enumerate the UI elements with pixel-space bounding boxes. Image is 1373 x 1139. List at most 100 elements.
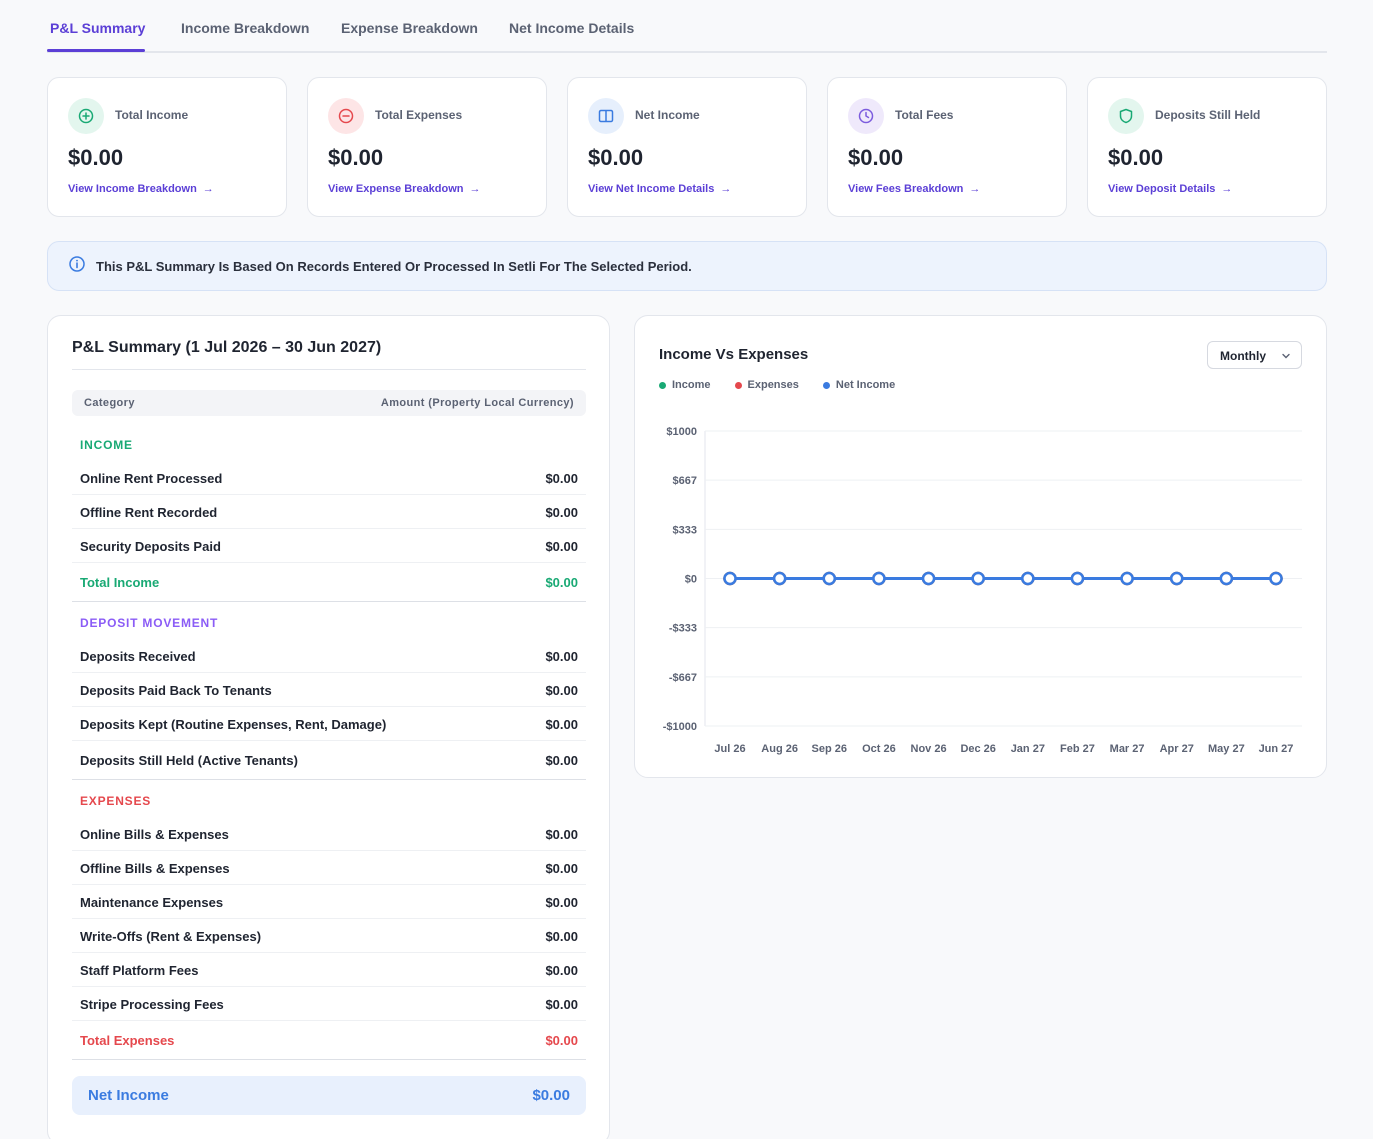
data-point	[872, 571, 886, 586]
pl-summary-panel: P&L Summary (1 Jul 2026 – 30 Jun 2027) C…	[47, 315, 610, 1139]
legend-dot	[822, 381, 830, 389]
row-amount: $0.00	[545, 753, 578, 768]
row-amount: $0.00	[545, 997, 578, 1012]
card-value: $0.00	[848, 145, 904, 170]
data-point	[772, 571, 787, 586]
row-label: Total Income	[80, 575, 160, 590]
table-row: Offline Rent Recorded $0.00	[72, 495, 586, 529]
tab-income-breakdown[interactable]: Income Breakdown	[181, 20, 310, 36]
clock-icon	[848, 98, 884, 134]
row-label: Deposits Still Held (Active Tenants)	[80, 753, 298, 768]
x-tick-label: Jul 26	[714, 743, 745, 755]
y-tick-label: $333	[673, 524, 697, 536]
card-label: Deposits Still Held	[1155, 108, 1261, 122]
row-label: Online Bills & Expenses	[80, 827, 229, 842]
table-row: Stripe Processing Fees $0.00	[72, 987, 586, 1021]
deposits-still-held-row: Deposits Still Held (Active Tenants) $0.0…	[72, 743, 586, 777]
active-tab-indicator	[47, 49, 145, 52]
row-label: Deposits Kept (Routine Expenses, Rent, D…	[80, 717, 387, 732]
x-tick-label: Mar 27	[1110, 743, 1145, 755]
link-label: View Net Income Details	[588, 183, 715, 195]
legend-label: Net Income	[835, 379, 896, 391]
row-amount: $0.00	[545, 963, 578, 978]
legend-dot	[734, 381, 742, 389]
view-fees-breakdown-link[interactable]: View Fees Breakdown →	[848, 183, 980, 195]
card-label: Total Fees	[895, 108, 954, 122]
x-tick-label: Dec 26	[960, 743, 995, 755]
y-tick-label: -$667	[669, 672, 697, 684]
row-amount: $0.00	[545, 929, 578, 944]
arrow-right-icon: →	[202, 183, 214, 195]
data-point	[1070, 571, 1085, 586]
row-amount: $0.00	[545, 861, 578, 876]
summary-title: P&L Summary (1 Jul 2026 – 30 Jun 2027)	[72, 339, 382, 356]
chart-legend: Income Expenses Net Income	[659, 379, 895, 391]
section-income: INCOME	[80, 438, 133, 452]
legend-expenses[interactable]: Expenses	[734, 379, 799, 391]
data-point	[1169, 571, 1184, 586]
legend-label: Income	[672, 379, 711, 391]
row-label: Total Expenses	[80, 1033, 175, 1048]
row-amount: $0.00	[545, 827, 578, 842]
x-tick-label: May 27	[1208, 743, 1245, 755]
arrow-right-icon: →	[969, 183, 981, 195]
x-tick-label: Aug 26	[761, 743, 798, 755]
data-point	[1269, 571, 1283, 586]
card-label: Total Income	[115, 108, 189, 122]
link-label: View Fees Breakdown	[848, 183, 964, 195]
row-amount: $0.00	[545, 717, 578, 732]
card-deposits-still-held: Deposits Still Held $0.00 View Deposit D…	[1087, 77, 1327, 217]
period-select[interactable]: Monthly	[1207, 341, 1302, 369]
chart-title: Income Vs Expenses	[659, 346, 809, 363]
card-label: Net Income	[635, 108, 700, 122]
row-amount: $0.00	[545, 575, 578, 590]
divider	[72, 1059, 586, 1060]
card-total-income: Total Income $0.00 View Income Breakdown…	[47, 77, 287, 217]
period-select-value: Monthly	[1220, 349, 1266, 363]
view-deposit-details-link[interactable]: View Deposit Details →	[1108, 183, 1232, 195]
arrow-right-icon: →	[469, 183, 481, 195]
x-tick-label: Oct 26	[862, 743, 896, 755]
row-amount: $0.00	[545, 895, 578, 910]
table-row: Deposits Paid Back To Tenants $0.00	[72, 673, 586, 707]
divider	[72, 779, 586, 780]
x-tick-label: Nov 26	[911, 743, 947, 755]
tab-pl-summary[interactable]: P&L Summary	[50, 20, 146, 36]
table-row: Staff Platform Fees $0.00	[72, 953, 586, 987]
view-income-breakdown-link[interactable]: View Income Breakdown →	[68, 183, 214, 195]
card-label: Total Expenses	[375, 108, 463, 122]
row-label: Stripe Processing Fees	[80, 997, 224, 1012]
row-label: Staff Platform Fees	[80, 963, 199, 978]
card-total-expenses: Total Expenses $0.00 View Expense Breakd…	[307, 77, 547, 217]
table-row: Write-Offs (Rent & Expenses) $0.00	[72, 919, 586, 953]
y-tick-label: $667	[673, 475, 697, 487]
tab-net-income-details[interactable]: Net Income Details	[509, 20, 635, 36]
row-label: Offline Rent Recorded	[80, 505, 218, 520]
data-point	[723, 571, 737, 586]
table-row: Offline Bills & Expenses $0.00	[72, 851, 586, 885]
header-amount: Amount (Property Local Currency)	[380, 397, 574, 409]
table-row: Maintenance Expenses $0.00	[72, 885, 586, 919]
data-point	[971, 571, 985, 586]
card-value: $0.00	[588, 145, 644, 170]
y-tick-label: -$1000	[663, 721, 697, 733]
net-income-row: Net Income $0.00	[72, 1076, 586, 1115]
section-deposit-movement: DEPOSIT MOVEMENT	[80, 616, 219, 630]
legend-income[interactable]: Income	[659, 379, 711, 391]
total-income-row: Total Income $0.00	[72, 565, 586, 599]
view-net-income-details-link[interactable]: View Net Income Details →	[588, 183, 731, 195]
y-tick-label: -$333	[669, 623, 697, 635]
data-point	[921, 571, 936, 586]
table-row: Online Rent Processed $0.00	[72, 461, 586, 495]
tab-bar: P&L Summary Income Breakdown Expense Bre…	[47, 12, 1327, 53]
tab-expense-breakdown[interactable]: Expense Breakdown	[341, 20, 478, 36]
data-point	[1021, 571, 1035, 586]
net-income-amount: $0.00	[532, 1087, 570, 1104]
legend-dot	[659, 381, 666, 389]
legend-net-income[interactable]: Net Income	[822, 379, 896, 391]
minus-circle-icon	[328, 98, 364, 134]
table-row: Deposits Kept (Routine Expenses, Rent, D…	[72, 707, 586, 741]
view-expense-breakdown-link[interactable]: View Expense Breakdown →	[328, 183, 481, 195]
total-expenses-row: Total Expenses $0.00	[72, 1023, 586, 1057]
data-point	[1120, 571, 1134, 586]
